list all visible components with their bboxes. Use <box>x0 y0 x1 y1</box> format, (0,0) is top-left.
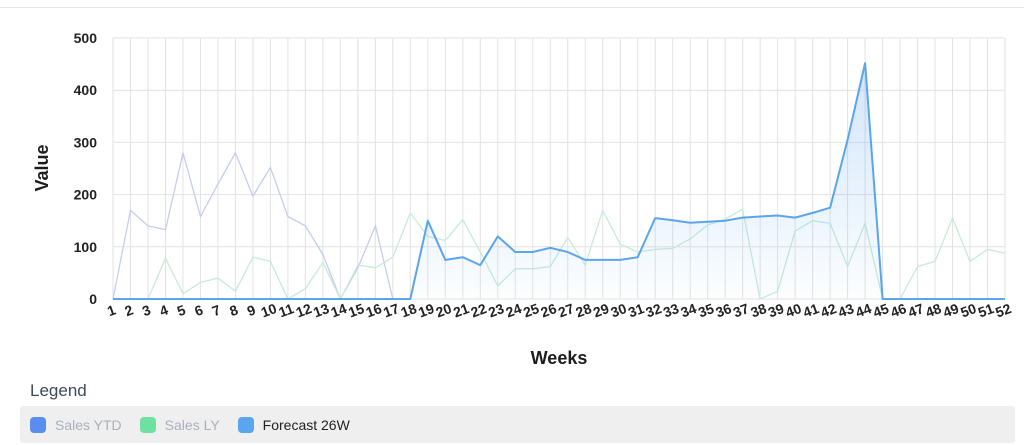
x-tick-label: 18 <box>399 300 419 320</box>
x-tick-label: 36 <box>713 300 733 320</box>
y-tick-label: 0 <box>89 291 97 307</box>
x-tick-label: 33 <box>661 300 681 320</box>
y-tick-label: 300 <box>74 134 98 150</box>
x-tick-label: 49 <box>941 300 961 320</box>
series-area-2 <box>113 63 1005 299</box>
x-tick-label: 9 <box>245 301 258 319</box>
x-tick-label: 47 <box>906 300 926 320</box>
x-tick-label: 30 <box>608 300 628 320</box>
x-tick-label: 8 <box>227 301 240 319</box>
x-tick-label: 31 <box>626 300 646 320</box>
x-tick-label: 21 <box>451 300 471 320</box>
x-tick-label: 27 <box>556 300 576 320</box>
legend-item-sales-ytd[interactable]: Sales YTD <box>30 416 122 433</box>
x-tick-label: 4 <box>157 301 170 319</box>
legend-item-sales-ly[interactable]: Sales LY <box>139 416 220 433</box>
x-tick-label: 40 <box>783 300 803 320</box>
x-tick-label: 15 <box>346 300 366 320</box>
forecast-area <box>113 62 1005 300</box>
top-divider <box>0 7 1024 8</box>
x-tick-label: 2 <box>122 301 135 319</box>
x-tick-label: 46 <box>888 300 908 320</box>
x-tick-label: 37 <box>731 300 751 320</box>
x-tick-label: 42 <box>818 300 838 320</box>
x-tick-label: 20 <box>434 300 454 320</box>
x-tick-label: 14 <box>329 300 349 320</box>
x-tick-label: 6 <box>192 301 205 319</box>
x-tick-label: 12 <box>294 300 314 320</box>
chart-grid <box>112 37 1006 300</box>
y-tick-label: 500 <box>74 30 98 46</box>
x-tick-label: 51 <box>976 300 996 320</box>
y-tick-label: 400 <box>74 82 98 98</box>
x-tick-label: 7 <box>210 301 223 319</box>
x-tick-label: 25 <box>521 300 541 320</box>
x-tick-label: 26 <box>538 300 558 320</box>
x-tick-label: 16 <box>364 300 384 320</box>
x-tick-label: 11 <box>276 300 296 320</box>
legend-label: Forecast 26W <box>262 416 350 433</box>
sales-ytd-swatch-icon <box>30 416 46 433</box>
legend: Sales YTD Sales LY Forecast 26W <box>20 406 1015 443</box>
x-tick-label: 28 <box>573 300 593 320</box>
forecast-26w-swatch-icon <box>237 416 254 433</box>
x-tick-label: 39 <box>766 300 786 320</box>
x-tick-label: 43 <box>836 300 856 320</box>
x-tick-label: 24 <box>504 300 524 320</box>
x-tick-label: 29 <box>591 300 611 320</box>
series-line-2 <box>113 62 1005 300</box>
legend-item-forecast-26w[interactable]: Forecast 26W <box>237 416 350 433</box>
x-tick-label: 5 <box>175 301 188 319</box>
x-tick-label: 32 <box>643 300 663 320</box>
x-tick-label: 22 <box>469 300 489 320</box>
y-tick-label: 200 <box>74 187 98 203</box>
x-tick-label: 1 <box>105 301 118 319</box>
x-tick-label: 34 <box>678 300 698 320</box>
legend-title: Legend <box>30 381 87 400</box>
x-tick-label: 48 <box>923 300 943 320</box>
x-tick-label: 41 <box>801 300 821 320</box>
x-tick-label: 50 <box>958 300 978 320</box>
y-axis-title: Value <box>32 144 52 191</box>
x-tick-label: 13 <box>311 300 331 320</box>
y-tick-label: 100 <box>74 239 98 255</box>
x-tick-label: 38 <box>748 300 768 320</box>
x-tick-label: 44 <box>853 300 873 320</box>
x-tick-label: 52 <box>993 300 1013 320</box>
x-tick-label: 23 <box>486 300 506 320</box>
x-axis-title: Weeks <box>531 348 588 368</box>
sales-ly-swatch-icon <box>139 416 156 433</box>
legend-label: Sales LY <box>164 416 220 433</box>
x-tick-label: 19 <box>416 300 436 320</box>
legend-label: Sales YTD <box>55 416 122 433</box>
x-tick-label: 3 <box>140 301 153 319</box>
x-tick-label: 17 <box>381 300 401 320</box>
x-tick-label: 45 <box>871 300 891 320</box>
x-tick-label: 35 <box>696 300 716 320</box>
x-tick-label: 10 <box>259 300 279 320</box>
